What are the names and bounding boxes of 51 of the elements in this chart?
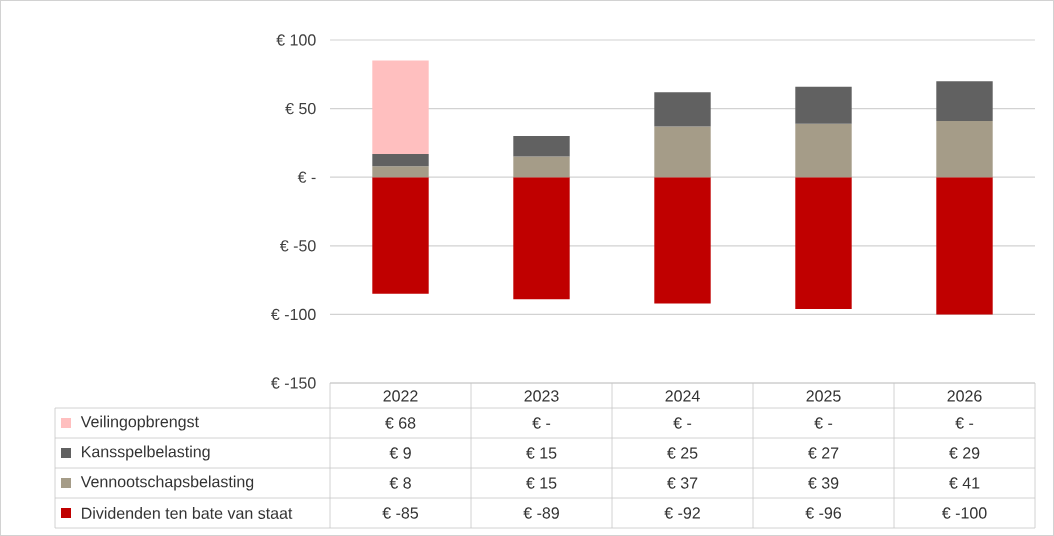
- data-label: € -: [532, 417, 551, 429]
- x-tick-label: 2022: [383, 390, 418, 402]
- bar: [795, 86, 852, 124]
- x-tick-label: 2024: [665, 390, 700, 402]
- data-label: € 68: [385, 417, 416, 429]
- bar: [372, 153, 429, 167]
- y-tick-label: € -150: [271, 377, 316, 389]
- y-tick-label: € -: [297, 171, 316, 183]
- bar: [936, 120, 993, 178]
- bar: [513, 156, 570, 178]
- bar: [936, 81, 993, 121]
- legend-label: Dividenden ten bate van staat: [82, 507, 293, 519]
- data-label: € 39: [808, 477, 839, 489]
- x-tick-label: 2025: [806, 390, 841, 402]
- bar: [654, 92, 711, 127]
- data-label: € -: [955, 417, 974, 429]
- data-label: € 9: [389, 447, 411, 459]
- bar: [372, 177, 429, 294]
- bar: [654, 177, 711, 304]
- bar: [513, 136, 570, 157]
- x-tick-label: 2026: [947, 390, 982, 402]
- data-label: € 37: [667, 477, 698, 489]
- data-label: € -85: [382, 507, 419, 519]
- data-label: € 27: [808, 447, 839, 459]
- y-tick-label: € -50: [279, 240, 316, 252]
- bar: [795, 177, 852, 309]
- data-label: € 15: [526, 477, 557, 489]
- data-label: € 29: [949, 447, 980, 459]
- legend-label: Kansspelbelasting: [82, 445, 210, 461]
- data-label: € -: [673, 417, 692, 429]
- bar: [513, 177, 570, 300]
- data-label: € -96: [805, 507, 842, 519]
- bar: [372, 166, 429, 178]
- data-label: € -100: [941, 507, 987, 519]
- bar: [372, 60, 429, 154]
- legend-label: Vennootschapsbelasting: [80, 475, 254, 491]
- data-label: € -89: [523, 507, 559, 519]
- data-label: € 15: [526, 447, 557, 459]
- bar: [654, 126, 711, 178]
- y-tick-label: € 50: [285, 102, 316, 115]
- x-tick-label: 2023: [524, 390, 559, 402]
- data-label: € -92: [664, 507, 700, 519]
- y-tick-label: € -100: [271, 308, 316, 321]
- data-label: € 41: [949, 477, 980, 489]
- bar: [795, 123, 852, 178]
- legend-label: Veilingopbrengst: [80, 415, 199, 431]
- data-label: € -: [814, 417, 833, 429]
- y-tick-label: € 100: [276, 34, 316, 46]
- data-label: € 25: [667, 447, 698, 459]
- data-label: € 8: [389, 477, 411, 489]
- bar: [936, 177, 993, 315]
